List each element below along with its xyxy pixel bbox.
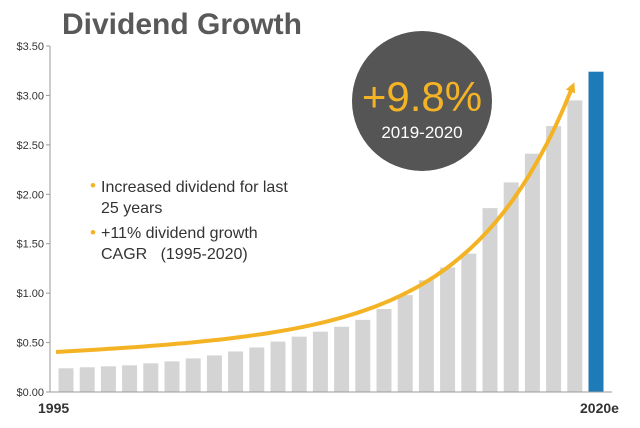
y-tick-label: $1.00 xyxy=(16,288,44,300)
y-axis-ticks: $0.00 $0.50 $1.00 $1.50 $2.00 $2.50 $3.00 $3.50 xyxy=(16,41,50,399)
y-tick-label: $0.50 xyxy=(16,338,44,350)
callout-value: +9.8% xyxy=(362,73,482,120)
callout-circle xyxy=(352,31,492,171)
trend-arrow xyxy=(55,82,576,354)
bar-2002 xyxy=(206,355,222,392)
bar-2010 xyxy=(376,308,392,392)
bar-2001 xyxy=(185,358,201,392)
bullet-1-line-2: 25 years xyxy=(101,200,162,217)
bar-2013 xyxy=(440,267,456,392)
y-tick-label: $3.50 xyxy=(16,41,44,53)
chart-title: Dividend Growth xyxy=(62,8,302,41)
callout-period: 2019-2020 xyxy=(381,123,462,142)
bar-2014 xyxy=(461,253,477,392)
bar-2006 xyxy=(291,336,307,392)
svg-text:•: • xyxy=(90,176,96,195)
bar-1996 xyxy=(79,367,95,392)
y-tick-label: $3.00 xyxy=(16,90,44,102)
bar-2016 xyxy=(503,182,519,392)
y-tick-label: $2.00 xyxy=(16,189,44,201)
bar-2011 xyxy=(397,295,413,392)
bar-1995 xyxy=(58,368,74,392)
bar-2015 xyxy=(482,208,498,392)
bar-1998 xyxy=(122,365,138,392)
bar-2003 xyxy=(228,351,244,392)
svg-text:•: • xyxy=(90,223,96,242)
x-tick-label-first: 1995 xyxy=(38,400,69,416)
bar-1997 xyxy=(100,366,116,392)
bar-2005 xyxy=(270,341,286,392)
bar-2009 xyxy=(355,319,371,392)
bar-2004 xyxy=(249,347,265,392)
bullet-1: • Increased dividend for last 25 years xyxy=(90,176,288,217)
x-tick-label-last: 2020e xyxy=(580,400,619,416)
y-tick-label: $0.00 xyxy=(16,387,44,399)
bars xyxy=(58,71,604,393)
bar-2000 xyxy=(164,361,180,392)
bar-highlight-2020e xyxy=(588,71,604,393)
bar-1999 xyxy=(143,363,159,392)
bar-2019 xyxy=(567,100,583,392)
y-tick-label: $2.50 xyxy=(16,140,44,152)
bullet-2-line-1: +11% dividend growth xyxy=(101,225,258,242)
bar-2012 xyxy=(418,280,434,392)
bar-2008 xyxy=(334,326,350,392)
growth-callout: +9.8% 2019-2020 xyxy=(352,31,492,171)
y-tick-label: $1.50 xyxy=(16,239,44,251)
bar-2007 xyxy=(312,331,328,392)
bar-2018 xyxy=(546,126,562,393)
bullet-2: • +11% dividend growth CAGR (1995-2020) xyxy=(90,223,258,263)
bullet-2-line-2: CAGR (1995-2020) xyxy=(101,246,248,263)
bullet-1-line-1: Increased dividend for last xyxy=(101,179,288,196)
bar-2017 xyxy=(524,153,540,392)
